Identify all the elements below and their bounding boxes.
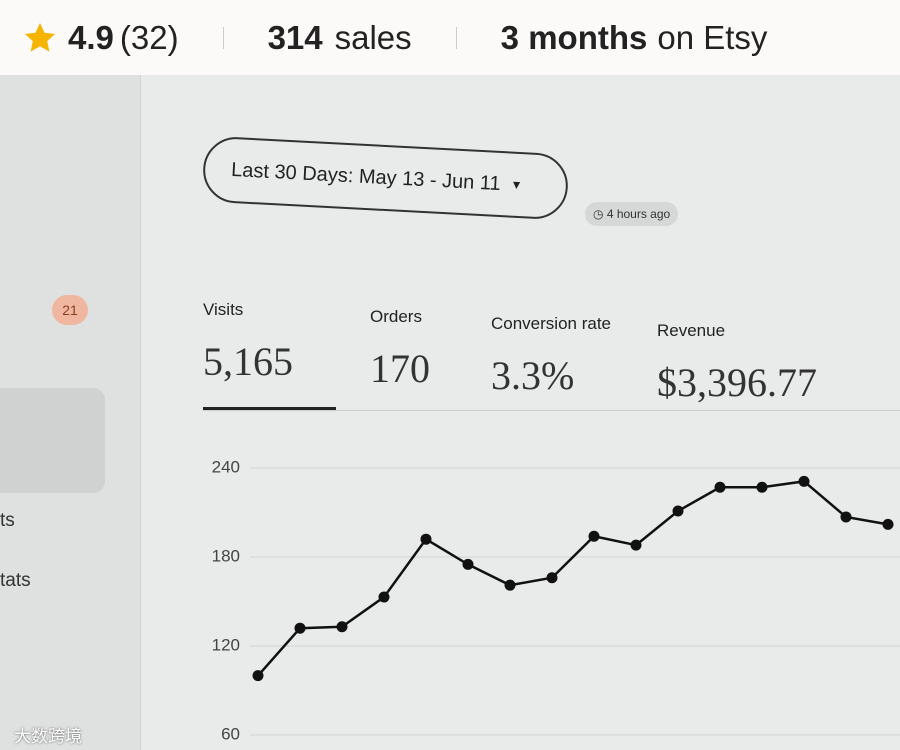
stat-value: 5,165 (203, 339, 293, 384)
review-count: (32) (119, 18, 179, 56)
divider (203, 410, 900, 411)
separator (222, 26, 224, 49)
stat-value: 170 (370, 346, 430, 391)
point (252, 670, 264, 682)
point (756, 481, 768, 493)
point (462, 558, 474, 570)
stat-value: $3,396.77 (657, 360, 817, 405)
stat-tab[interactable]: Conversion rate 3.3% (491, 314, 611, 399)
badge: 21 (52, 295, 88, 325)
point (420, 533, 432, 545)
stat-tab[interactable]: Revenue $3,396.77 (657, 321, 817, 406)
last-updated: ◷ 4 hours ago (585, 202, 679, 226)
point (294, 622, 306, 634)
stat-tab[interactable]: Orders 170 (370, 307, 430, 392)
line (257, 480, 889, 677)
selected-item[interactable] (0, 388, 105, 493)
shop-stats-bar: 4.9 (32) 314 sales 3 months on Etsy (0, 0, 900, 75)
sidebar: 21 ts tats (0, 75, 141, 750)
stat-tab[interactable]: Visits 5,165 (203, 300, 293, 385)
point (882, 518, 894, 530)
watermark: 大数跨境 (14, 727, 82, 746)
point (546, 572, 558, 584)
stat-value: 3.3% (491, 353, 575, 398)
point (378, 591, 390, 603)
stat-label: Visits (203, 300, 244, 319)
tenure: 3 months (500, 18, 648, 56)
point (672, 505, 684, 517)
point (714, 481, 726, 493)
y-tick-label: 180 (212, 546, 240, 565)
point (798, 475, 810, 487)
separator (455, 26, 457, 49)
y-tick-label: 240 (212, 457, 240, 476)
nav-item[interactable]: ts (0, 510, 15, 531)
stat-label: Revenue (657, 321, 726, 340)
point (588, 530, 600, 542)
nav-item[interactable]: tats (0, 570, 31, 591)
stat-label: Conversion rate (491, 314, 612, 333)
active-tab-underline (203, 407, 336, 410)
point (504, 579, 516, 591)
stat-label: Orders (370, 307, 422, 326)
star-icon (25, 22, 55, 52)
tenure-label: on Etsy (657, 18, 768, 56)
y-tick-label: 120 (212, 635, 240, 654)
y-tick-label: 60 (221, 724, 240, 743)
point (336, 621, 348, 633)
point (840, 511, 852, 523)
sales-count: 314 (267, 18, 323, 56)
point (630, 539, 642, 551)
updated-text: 4 hours ago (606, 207, 671, 221)
rating: 4.9 (68, 18, 114, 56)
sales-label: sales (334, 18, 412, 56)
